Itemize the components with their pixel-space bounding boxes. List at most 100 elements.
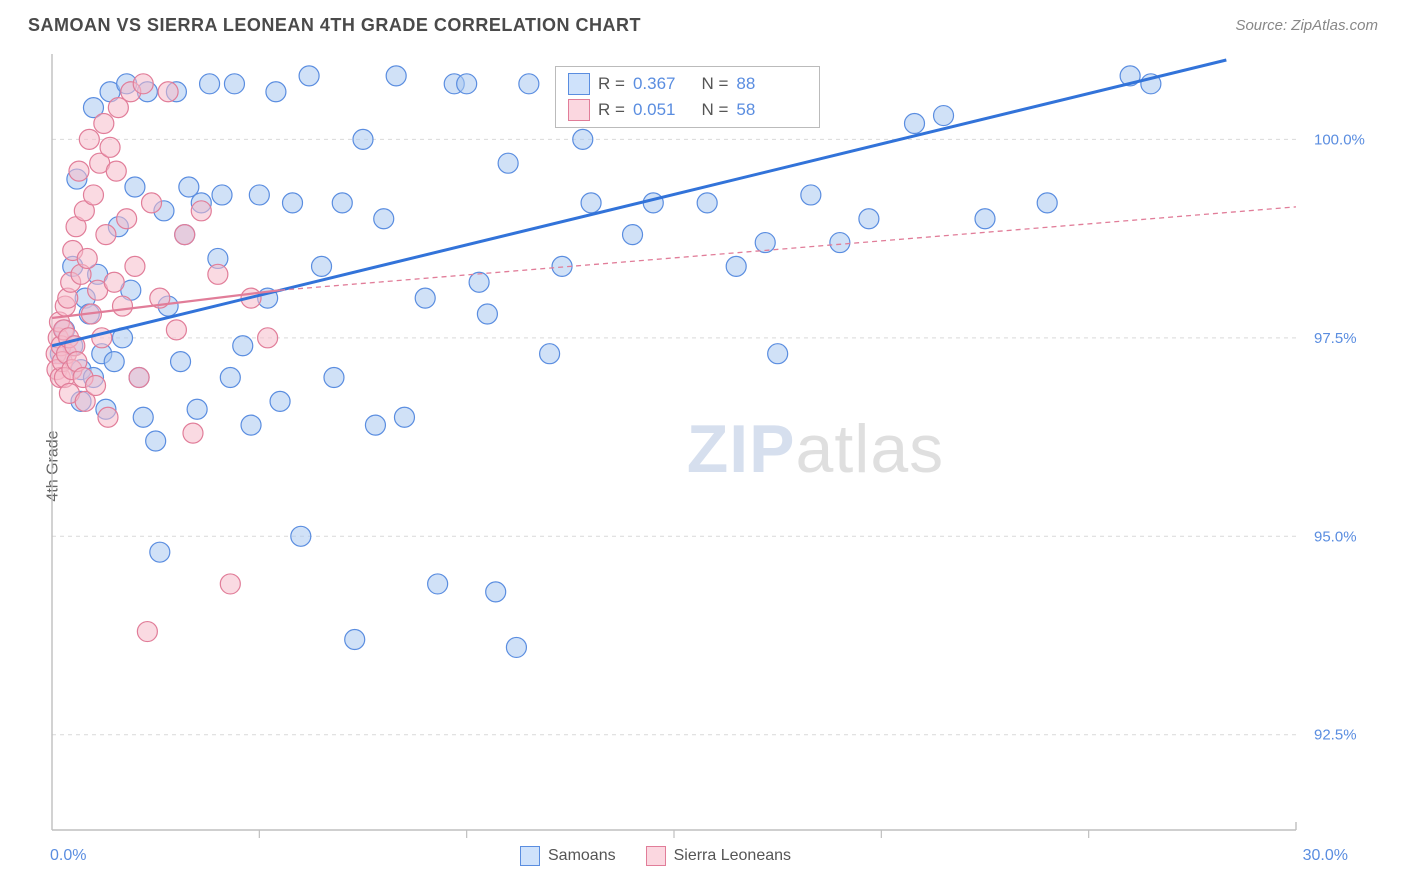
data-point (77, 248, 97, 268)
data-point (573, 129, 593, 149)
legend-r-value: 0.367 (633, 74, 676, 94)
legend-row: R = 0.051 N = 58 (556, 97, 819, 123)
data-point (299, 66, 319, 86)
x-axis-min-label: 0.0% (50, 847, 86, 864)
data-point (353, 129, 373, 149)
data-point (312, 256, 332, 276)
stats-legend-box: R = 0.367 N = 88 R = 0.051 N = 58 (555, 66, 820, 128)
data-point (486, 582, 506, 602)
data-point (975, 209, 995, 229)
y-tick-label: 95.0% (1314, 528, 1357, 545)
data-point (291, 526, 311, 546)
data-point (324, 368, 344, 388)
legend-r-label: R = (598, 100, 625, 120)
data-point (133, 407, 153, 427)
legend-swatch (520, 846, 540, 866)
data-point (1037, 193, 1057, 213)
legend-r-label: R = (598, 74, 625, 94)
trend-line-extrapolated (280, 207, 1296, 290)
legend-r-value: 0.051 (633, 100, 676, 120)
data-point (241, 415, 261, 435)
data-point (394, 407, 414, 427)
data-point (104, 352, 124, 372)
data-point (142, 193, 162, 213)
data-point (457, 74, 477, 94)
data-point (581, 193, 601, 213)
data-point (106, 161, 126, 181)
legend-n-label: N = (701, 74, 728, 94)
legend-n-value: 88 (736, 74, 755, 94)
data-point (112, 296, 132, 316)
legend-item: Sierra Leoneans (646, 846, 791, 866)
data-point (133, 74, 153, 94)
data-point (266, 82, 286, 102)
data-point (469, 272, 489, 292)
data-point (191, 201, 211, 221)
source-attribution: Source: ZipAtlas.com (1235, 17, 1378, 34)
data-point (428, 574, 448, 594)
legend-swatch (568, 99, 590, 121)
data-point (200, 74, 220, 94)
data-point (125, 177, 145, 197)
data-point (726, 256, 746, 276)
data-point (158, 82, 178, 102)
data-point (117, 209, 137, 229)
series-legend: Samoans Sierra Leoneans (520, 846, 791, 866)
data-point (415, 288, 435, 308)
data-point (830, 233, 850, 253)
legend-label: Samoans (548, 847, 616, 865)
x-axis-max-label: 30.0% (1303, 847, 1348, 864)
data-point (386, 66, 406, 86)
data-point (83, 185, 103, 205)
data-point (166, 320, 186, 340)
data-point (643, 193, 663, 213)
data-point (519, 74, 539, 94)
y-tick-label: 92.5% (1314, 727, 1357, 744)
scatter-chart-svg: 92.5% 95.0% 97.5% 100.0% 0.0% 30.0% (0, 40, 1406, 892)
data-point (220, 368, 240, 388)
data-point (283, 193, 303, 213)
data-point (859, 209, 879, 229)
data-point (220, 574, 240, 594)
data-point (208, 264, 228, 284)
data-point (137, 622, 157, 642)
data-point (755, 233, 775, 253)
data-point (697, 193, 717, 213)
data-point (171, 352, 191, 372)
legend-label: Sierra Leoneans (674, 847, 791, 865)
data-point (623, 225, 643, 245)
data-point (249, 185, 269, 205)
data-point (506, 637, 526, 657)
data-point (233, 336, 253, 356)
data-point (905, 114, 925, 134)
data-point (270, 391, 290, 411)
data-point (187, 399, 207, 419)
chart-title: SAMOAN VS SIERRA LEONEAN 4TH GRADE CORRE… (28, 15, 641, 36)
data-point (224, 74, 244, 94)
data-point (150, 542, 170, 562)
legend-swatch (568, 73, 590, 95)
data-point (69, 161, 89, 181)
data-point (540, 344, 560, 364)
legend-n-label: N = (701, 100, 728, 120)
data-point (98, 407, 118, 427)
data-point (146, 431, 166, 451)
data-point (79, 129, 99, 149)
legend-n-value: 58 (736, 100, 755, 120)
chart-area: 4th Grade 92.5%95.0%97.5%100.0%0.0%30.0%… (0, 40, 1406, 892)
data-point (365, 415, 385, 435)
data-point (258, 328, 278, 348)
data-point (100, 137, 120, 157)
data-point (129, 368, 149, 388)
data-point (768, 344, 788, 364)
y-tick-label: 97.5% (1314, 330, 1357, 347)
y-tick-label: 100.0% (1314, 131, 1365, 148)
data-point (94, 114, 114, 134)
data-point (477, 304, 497, 324)
data-point (934, 106, 954, 126)
legend-swatch (646, 846, 666, 866)
data-point (374, 209, 394, 229)
data-point (212, 185, 232, 205)
data-point (801, 185, 821, 205)
data-point (183, 423, 203, 443)
